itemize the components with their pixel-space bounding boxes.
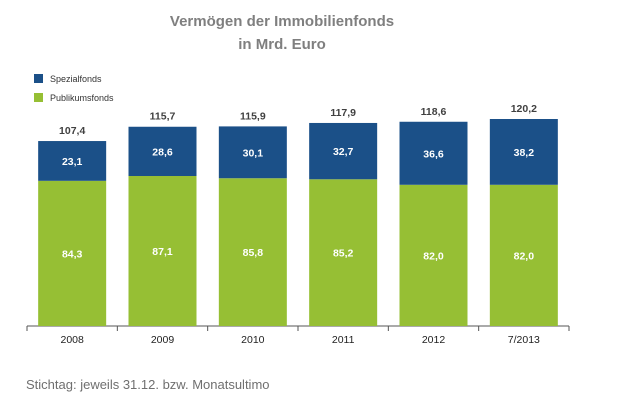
x-tick-label: 2011 bbox=[332, 334, 355, 346]
data-label-total: 120,2 bbox=[511, 103, 537, 115]
x-tick-label: 2010 bbox=[241, 334, 265, 346]
data-label-publikumsfonds: 85,8 bbox=[243, 247, 264, 259]
data-label-spezialfonds: 28,6 bbox=[152, 146, 173, 158]
data-label-publikumsfonds: 82,0 bbox=[423, 250, 444, 262]
bar-spezialfonds bbox=[38, 141, 107, 181]
bar-spezialfonds bbox=[399, 121, 468, 185]
data-label-total: 115,9 bbox=[240, 110, 266, 122]
plot-area: 84,3 23,1 107,4 2008 87,1 28,6 115,7 2009 85,8 30… bbox=[26, 103, 570, 346]
data-label-spezialfonds: 32,7 bbox=[333, 146, 354, 158]
bar-spezialfonds bbox=[489, 119, 558, 185]
chart-title-line-1: Vermögen der Immobilienfonds bbox=[170, 13, 394, 30]
bar-spezialfonds bbox=[128, 126, 197, 177]
bar-publikumsfonds bbox=[309, 179, 378, 326]
x-tick-label: 2012 bbox=[422, 334, 446, 346]
data-label-publikumsfonds: 84,3 bbox=[62, 248, 83, 260]
data-label-total: 118,6 bbox=[421, 106, 447, 118]
data-label-total: 107,4 bbox=[59, 125, 85, 137]
bar-publikumsfonds bbox=[489, 184, 558, 326]
legend-label-publikumsfonds: Publikumsfonds bbox=[50, 93, 114, 103]
data-label-spezialfonds: 30,1 bbox=[243, 147, 264, 159]
bar-spezialfonds bbox=[309, 122, 378, 180]
bar-publikumsfonds bbox=[218, 178, 287, 326]
x-tick-label: 7/2013 bbox=[508, 334, 540, 346]
x-tick-label: 2008 bbox=[60, 334, 84, 346]
footnote: Stichtag: jeweils 31.12. bzw. Monatsulti… bbox=[26, 377, 270, 392]
legend: Spezialfonds Publikumsfonds bbox=[34, 74, 114, 103]
data-label-publikumsfonds: 87,1 bbox=[152, 246, 173, 258]
data-label-publikumsfonds: 82,0 bbox=[514, 250, 535, 262]
data-label-spezialfonds: 23,1 bbox=[62, 156, 83, 168]
data-label-publikumsfonds: 85,2 bbox=[333, 248, 354, 260]
data-label-total: 115,7 bbox=[150, 111, 176, 123]
data-label-total: 117,9 bbox=[330, 107, 356, 119]
bar-publikumsfonds bbox=[38, 180, 107, 326]
legend-swatch-publikumsfonds bbox=[34, 93, 43, 102]
legend-label-spezialfonds: Spezialfonds bbox=[50, 74, 102, 84]
bar-publikumsfonds bbox=[128, 176, 197, 326]
data-label-spezialfonds: 38,2 bbox=[514, 147, 535, 159]
x-tick-label: 2009 bbox=[151, 334, 175, 346]
bar-publikumsfonds bbox=[399, 184, 468, 326]
chart-title-line-2: in Mrd. Euro bbox=[238, 36, 326, 53]
bar-spezialfonds bbox=[218, 126, 287, 179]
data-label-spezialfonds: 36,6 bbox=[423, 148, 444, 160]
legend-swatch-spezialfonds bbox=[34, 74, 43, 83]
